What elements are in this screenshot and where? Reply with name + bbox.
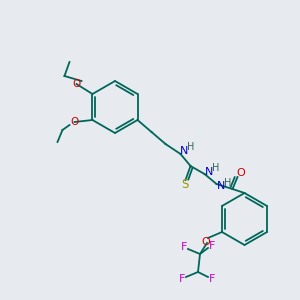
- Text: F: F: [209, 274, 215, 284]
- Text: H: H: [224, 178, 231, 188]
- Text: H: H: [212, 163, 219, 173]
- Text: O: O: [236, 168, 245, 178]
- Text: O: O: [202, 237, 210, 247]
- Text: H: H: [187, 142, 194, 152]
- Text: S: S: [181, 178, 188, 191]
- Text: O: O: [72, 79, 81, 89]
- Text: N: N: [180, 146, 189, 156]
- Text: F: F: [179, 274, 185, 284]
- Text: N: N: [205, 167, 214, 177]
- Text: N: N: [217, 181, 226, 191]
- Text: O: O: [70, 117, 79, 127]
- Text: F: F: [209, 241, 215, 251]
- Text: F: F: [181, 242, 187, 252]
